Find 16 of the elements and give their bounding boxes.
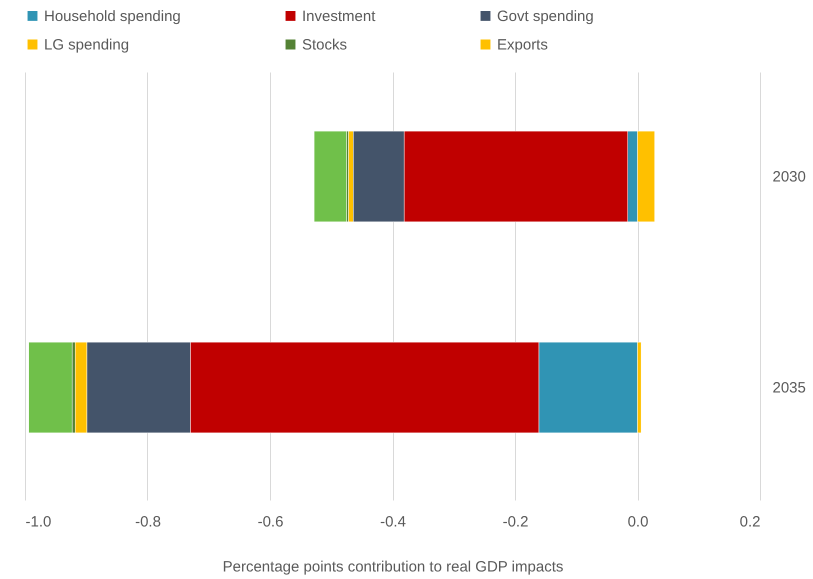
legend-label: Govt spending [497, 8, 594, 25]
x-tick-label: 0.2 [740, 514, 760, 530]
x-tick-label: -0.2 [502, 514, 528, 530]
y-tick-label: 2030 [772, 168, 806, 186]
x-tick-label: -0.4 [380, 514, 406, 530]
x-tick-label: -0.6 [258, 514, 284, 530]
legend-label: Household spending [44, 8, 181, 25]
legend-label: LG spending [44, 36, 130, 54]
legend-label: Investment [302, 8, 376, 25]
x-tick-label: -1.0 [26, 514, 52, 530]
legend-label: Exports [497, 36, 548, 54]
x-tick-label: 0.0 [628, 514, 648, 530]
legend-label: Stocks [302, 36, 348, 54]
x-axis-title: Percentage points contribution to real GDP impacts [222, 558, 564, 576]
x-tick-label: -0.8 [135, 514, 161, 530]
y-tick-label: 2035 [772, 380, 806, 397]
